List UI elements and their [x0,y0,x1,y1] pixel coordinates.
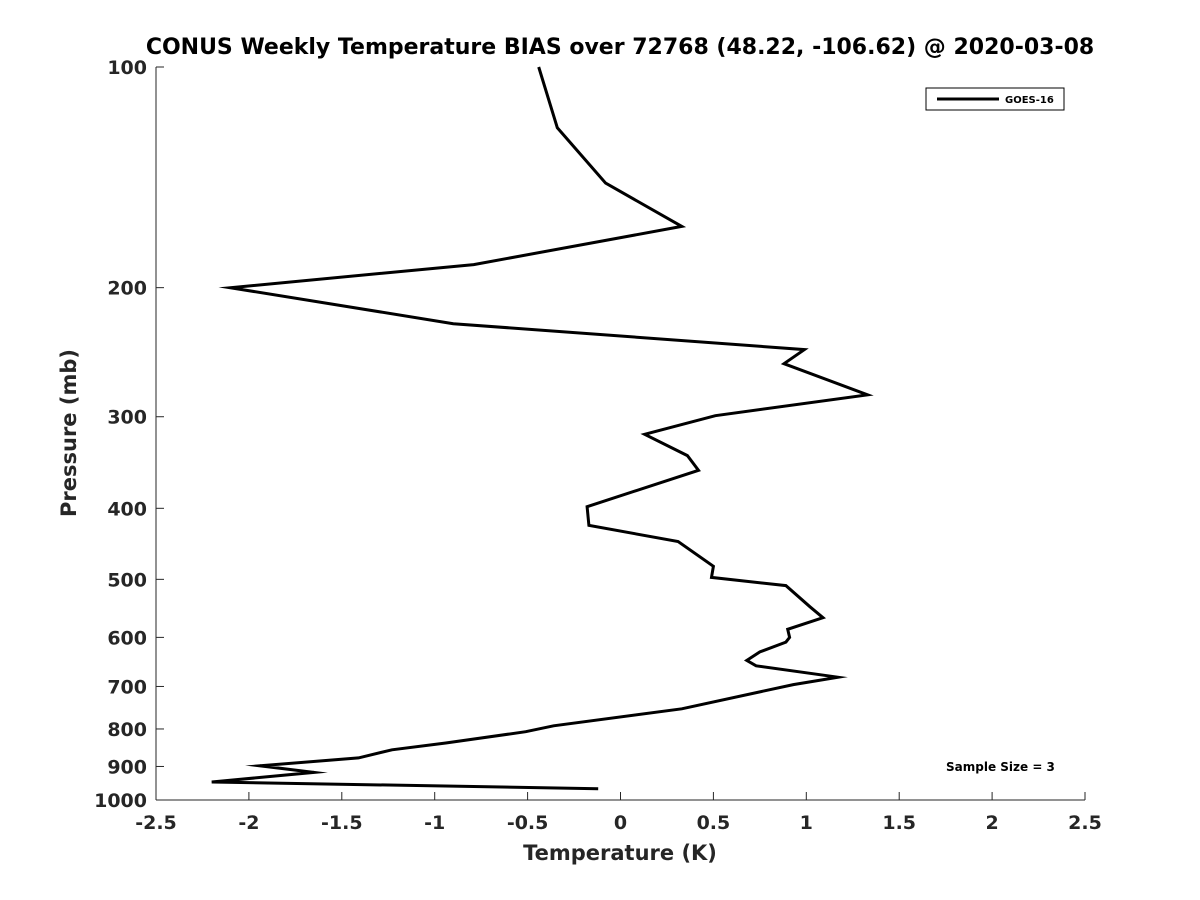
y-tick-label: 600 [107,627,147,649]
x-tick-label: 2.5 [1068,812,1102,834]
y-tick-label: 200 [107,278,147,300]
y-tick-label: 300 [107,407,147,429]
y-tick-label: 700 [107,676,147,698]
series-layer [211,66,874,791]
y-tick-label: 800 [107,719,147,741]
x-ticks: -2.5 -2 -1.5 -1 -0.5 0 0.5 1 1.5 2 2.5 [135,792,1102,834]
x-tick-label: -1.5 [321,812,363,834]
x-tick-label: -2.5 [135,812,177,834]
plot-area [156,67,1085,800]
x-tick-label: -1 [424,812,445,834]
y-axis-label: Pressure (mb) [57,349,81,517]
x-tick-label: 1.5 [882,812,916,834]
y-tick-label: 1000 [94,790,147,812]
chart-title: CONUS Weekly Temperature BIAS over 72768… [146,35,1094,60]
y-ticks: 100 200 300 400 500 600 700 800 900 1000 [94,57,164,812]
x-tick-label: 2 [985,812,998,834]
y-tick-label: 500 [107,569,147,591]
y-tick-label: 100 [107,57,147,79]
x-tick-label: 1 [800,812,813,834]
x-tick-label: -0.5 [507,812,549,834]
sample-size-annotation: Sample Size = 3 [946,760,1055,774]
y-tick-label: 900 [107,756,147,778]
x-axis-label: Temperature (K) [523,841,717,865]
legend-label-goes-16: GOES-16 [1005,95,1054,106]
legend: GOES-16 [925,87,1065,111]
x-tick-label: 0.5 [697,812,731,834]
y-tick-label: 400 [107,498,147,520]
x-tick-label: 0 [614,812,627,834]
x-tick-label: -2 [238,812,259,834]
series-line-goes-16 [211,66,874,791]
